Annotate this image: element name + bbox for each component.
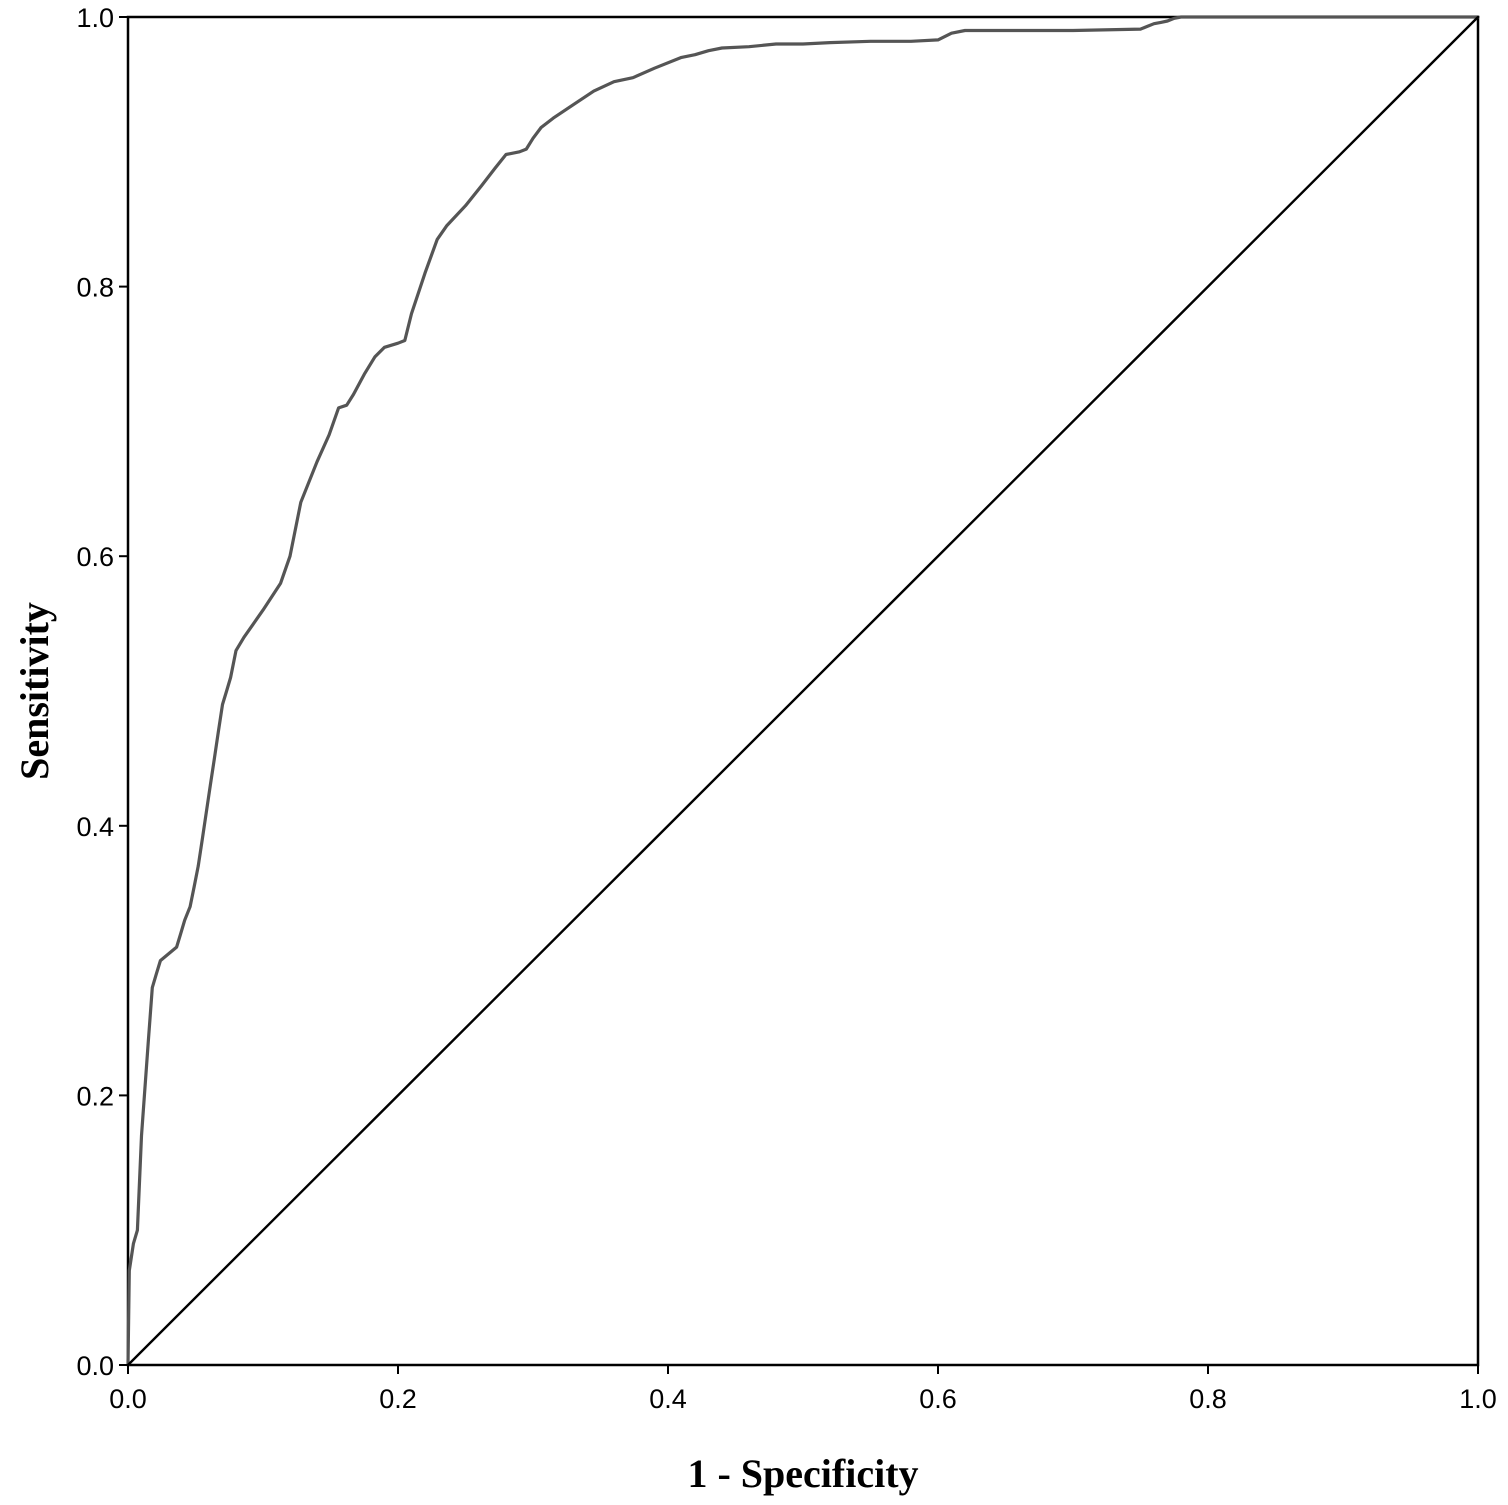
x-tick-label: 0.4: [649, 1384, 687, 1414]
x-tick-label: 0.0: [109, 1384, 147, 1414]
x-tick-label: 1.0: [1459, 1384, 1497, 1414]
reference-line: [126, 15, 1480, 1367]
x-tick-label: 0.8: [1189, 1384, 1227, 1414]
y-tick-label: 0.4: [76, 812, 114, 842]
y-tick-label: 0.8: [76, 273, 114, 303]
y-axis: 0.0 0.2 0.4 0.6 0.8 1.0: [76, 3, 128, 1381]
y-tick-label: 0.2: [76, 1081, 114, 1111]
y-axis-title: Sensitivity: [12, 602, 57, 780]
x-axis-title: 1 - Specificity: [687, 1451, 918, 1496]
y-tick-label: 0.6: [76, 542, 114, 572]
y-tick-label: 0.0: [76, 1351, 114, 1381]
x-tick-label: 0.6: [919, 1384, 957, 1414]
x-axis: 0.0 0.2 0.4 0.6 0.8 1.0: [109, 1365, 1497, 1414]
series-layer: [126, 15, 1480, 1367]
roc-curve: [126, 15, 1480, 1367]
x-tick-label: 0.2: [379, 1384, 417, 1414]
y-tick-label: 1.0: [76, 3, 114, 33]
